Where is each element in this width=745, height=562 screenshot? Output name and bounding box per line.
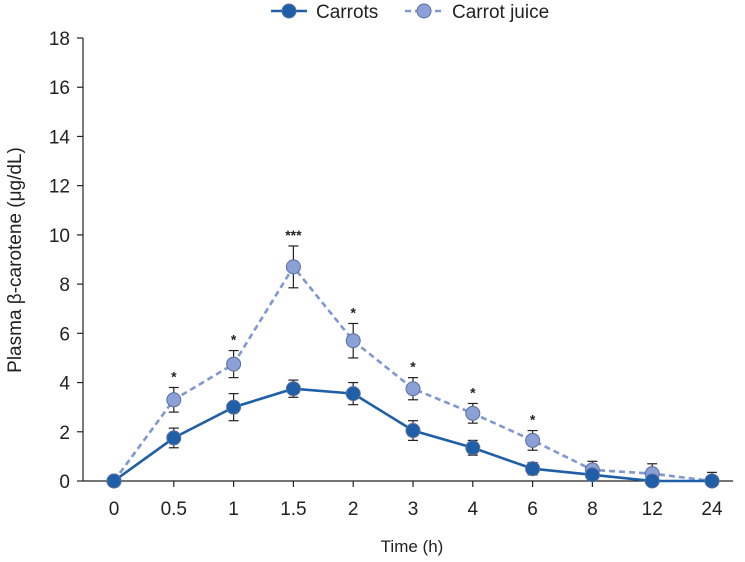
y-axis-title: Plasma β-carotene (μg/dL) <box>5 147 26 373</box>
x-tick-label: 0 <box>109 499 120 520</box>
x-tick-label: 24 <box>701 499 723 520</box>
y-tick-label: 12 <box>49 177 70 198</box>
legend-label: Carrots <box>316 2 378 23</box>
data-point <box>345 386 361 402</box>
data-point <box>405 423 421 439</box>
y-tick-label: 18 <box>49 29 70 50</box>
x-tick-label: 1 <box>228 499 239 520</box>
x-tick-label: 2 <box>348 499 359 520</box>
y-tick-label: 2 <box>59 423 70 444</box>
series-layer <box>106 245 720 489</box>
data-point <box>465 440 481 456</box>
series-line <box>112 264 713 483</box>
data-point <box>525 432 541 448</box>
x-tick-label: 1.5 <box>280 499 306 520</box>
x-tick-label: 3 <box>408 499 419 520</box>
x-tick-label: 6 <box>527 499 538 520</box>
annotations: ********* <box>171 227 536 428</box>
y-tick-label: 10 <box>49 226 70 247</box>
data-point <box>166 392 182 408</box>
significance-mark: * <box>410 359 416 375</box>
legend-marker <box>416 3 432 19</box>
y-tick-label: 8 <box>59 275 70 296</box>
significance-mark: * <box>171 368 177 384</box>
data-point <box>525 461 541 477</box>
data-point <box>285 381 301 397</box>
data-point <box>465 405 481 421</box>
y-tick-label: 4 <box>59 374 70 395</box>
significance-mark: * <box>231 332 237 348</box>
significance-mark: *** <box>285 227 302 243</box>
data-point <box>285 259 301 275</box>
data-point <box>345 333 361 349</box>
legend-item-carrots: Carrots <box>271 2 378 23</box>
series-carrots <box>106 379 720 489</box>
y-tick-label: 16 <box>49 78 70 99</box>
data-point <box>584 467 600 483</box>
significance-mark: * <box>470 384 476 400</box>
x-tick-label: 12 <box>642 499 663 520</box>
data-point <box>226 356 242 372</box>
data-point <box>644 473 660 489</box>
significance-mark: * <box>530 412 536 428</box>
data-point <box>405 381 421 397</box>
data-point <box>704 473 720 489</box>
y-tick-label: 6 <box>59 324 70 345</box>
significance-mark: * <box>350 304 356 320</box>
y-tick-label: 14 <box>49 127 71 148</box>
x-tick-label: 0.5 <box>161 499 187 520</box>
data-point <box>166 430 182 446</box>
x-tick-label: 8 <box>587 499 598 520</box>
legend: Carrots Carrot juice <box>271 2 549 23</box>
legend-marker <box>281 3 297 19</box>
y-tick-label: 0 <box>59 472 70 493</box>
x-axis-title: Time (h) <box>381 537 444 556</box>
legend-label: Carrot juice <box>452 2 549 23</box>
data-point <box>226 399 242 415</box>
data-point <box>106 473 122 489</box>
legend-item-carrot-juice: Carrot juice <box>405 2 549 23</box>
x-tick-label: 4 <box>468 499 479 520</box>
